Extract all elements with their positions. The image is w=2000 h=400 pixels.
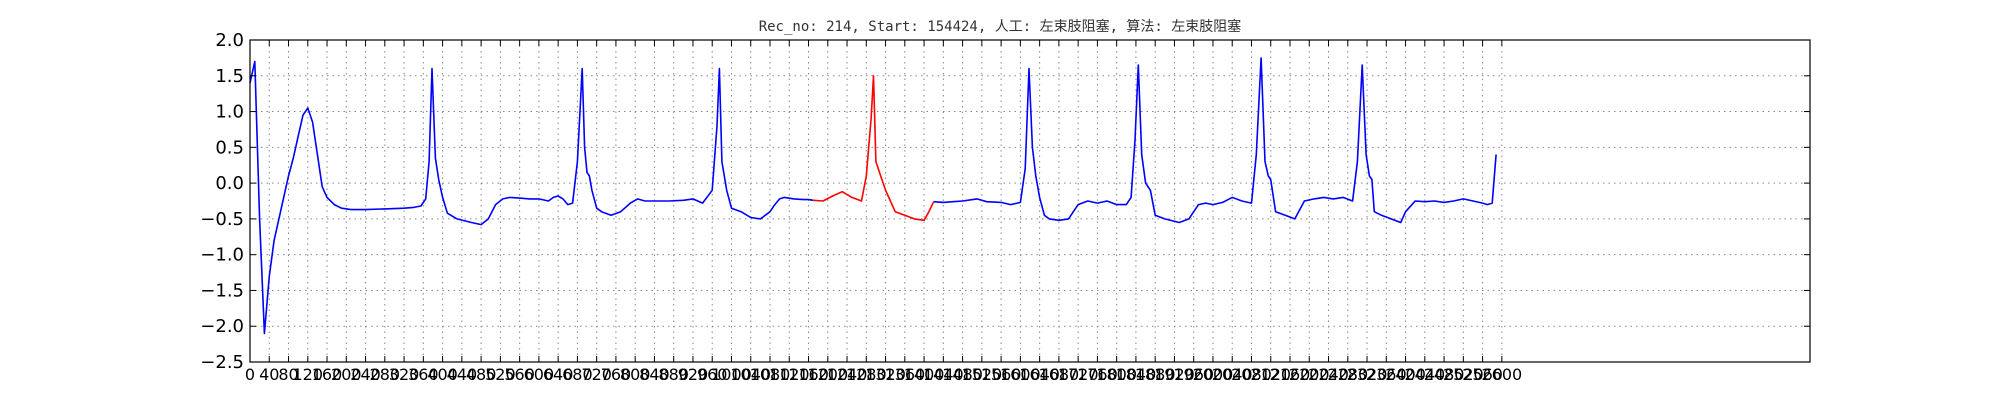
x-tick-label: 960 (697, 365, 728, 384)
x-tick-label: 2600 (1481, 365, 1522, 384)
series-line-2 (933, 57, 1497, 224)
y-tick-label: 1.0 (215, 102, 244, 123)
x-tick-label: 1240 (827, 365, 868, 384)
x-tick-label: 1200 (807, 365, 848, 384)
x-tick-label: 280 (370, 365, 401, 384)
x-tick-label: 1880 (1135, 365, 1176, 384)
x-tick-label: 1600 (1000, 365, 1041, 384)
x-tick-label: 920 (678, 365, 709, 384)
x-tick-label: 120 (293, 365, 324, 384)
x-tick-label: 1400 (904, 365, 945, 384)
x-tick-label: 1080 (750, 365, 791, 384)
x-tick-label: 2280 (1327, 365, 1368, 384)
x-tick-label: 760 (601, 365, 632, 384)
plot-frame (249, 39, 1811, 363)
x-tick-label: 1680 (1039, 365, 1080, 384)
x-tick-label: 2240 (1308, 365, 1349, 384)
x-tick-label: 80 (278, 365, 298, 384)
x-tick-label: 1840 (1116, 365, 1157, 384)
x-axis: 0 408012016020024028032036040044048052056… (245, 40, 1522, 384)
chart-title: Rec_no: 214, Start: 154424, 人工: 左束肢阻塞, 算… (759, 18, 1242, 35)
x-tick-label: 2040 (1212, 365, 1253, 384)
x-tick-label: 1560 (981, 365, 1022, 384)
x-tick-label: 800 (620, 365, 651, 384)
series-group (249, 57, 1497, 335)
y-axis: 2.0 1.5 1.0 0.5 0.0 −0.5 −1.0 −1.5 −2.0 −2.5 (200, 30, 1810, 373)
x-tick-label: 680 (562, 365, 593, 384)
x-tick-label: 1520 (961, 365, 1002, 384)
x-tick-label: 1120 (769, 365, 810, 384)
x-tick-label: 2160 (1270, 365, 1311, 384)
x-tick-label: 1040 (730, 365, 771, 384)
x-tick-label: 240 (350, 365, 381, 384)
x-tick-label: 1760 (1077, 365, 1118, 384)
x-tick-label: 400 (427, 365, 458, 384)
x-tick-label: 1720 (1058, 365, 1099, 384)
y-tick-label: −0.5 (200, 209, 244, 230)
series-line-0 (249, 60, 814, 335)
x-tick-label: 320 (389, 365, 420, 384)
x-tick-label: 2440 (1404, 365, 1445, 384)
x-tick-label: 560 (504, 365, 535, 384)
x-tick-label: 1960 (1173, 365, 1214, 384)
y-tick-label: 0.5 (215, 137, 244, 158)
y-tick-label: −2.0 (200, 316, 244, 337)
x-tick-label: 2200 (1289, 365, 1330, 384)
x-tick-label: 720 (581, 365, 612, 384)
y-tick-label: 0.0 (215, 173, 244, 194)
x-tick-label: 1160 (788, 365, 829, 384)
x-tick-label: 0 (245, 365, 255, 384)
x-tick-label: 1480 (942, 365, 983, 384)
x-tick-label: 160 (312, 365, 343, 384)
x-tick-label: 1640 (1019, 365, 1060, 384)
x-tick-label: 1360 (884, 365, 925, 384)
x-tick-label: 2080 (1231, 365, 1272, 384)
x-tick-label: 2480 (1424, 365, 1465, 384)
x-tick-label: 40 (259, 365, 279, 384)
y-tick-label: −2.5 (200, 352, 244, 373)
x-tick-label: 2400 (1385, 365, 1426, 384)
x-tick-label: 1440 (923, 365, 964, 384)
y-tick-label: 1.5 (215, 66, 244, 87)
x-tick-label: 880 (658, 365, 689, 384)
x-tick-label: 1280 (846, 365, 887, 384)
x-tick-label: 200 (331, 365, 362, 384)
x-tick-label: 2120 (1250, 365, 1291, 384)
x-tick-label: 2360 (1366, 365, 1407, 384)
x-tick-label: 520 (485, 365, 516, 384)
y-tick-label: −1.0 (200, 245, 244, 266)
x-tick-label: 2560 (1462, 365, 1503, 384)
x-tick-label: 640 (543, 365, 574, 384)
x-tick-label: 440 (447, 365, 478, 384)
x-tick-label: 2520 (1443, 365, 1484, 384)
x-tick-label: 2000 (1193, 365, 1234, 384)
x-tick-label: 360 (408, 365, 439, 384)
x-tick-label: 1920 (1154, 365, 1195, 384)
series-line-1 (813, 75, 935, 222)
x-tick-label: 480 (466, 365, 497, 384)
y-tick-label: −1.5 (200, 280, 244, 301)
x-tick-label: 1320 (865, 365, 906, 384)
x-tick-label: 600 (524, 365, 555, 384)
x-tick-label: 2320 (1347, 365, 1388, 384)
x-tick-label: 1000 (711, 365, 752, 384)
x-tick-label: 840 (639, 365, 670, 384)
x-tick-label: 1800 (1096, 365, 1137, 384)
y-tick-label: 2.0 (215, 30, 244, 51)
